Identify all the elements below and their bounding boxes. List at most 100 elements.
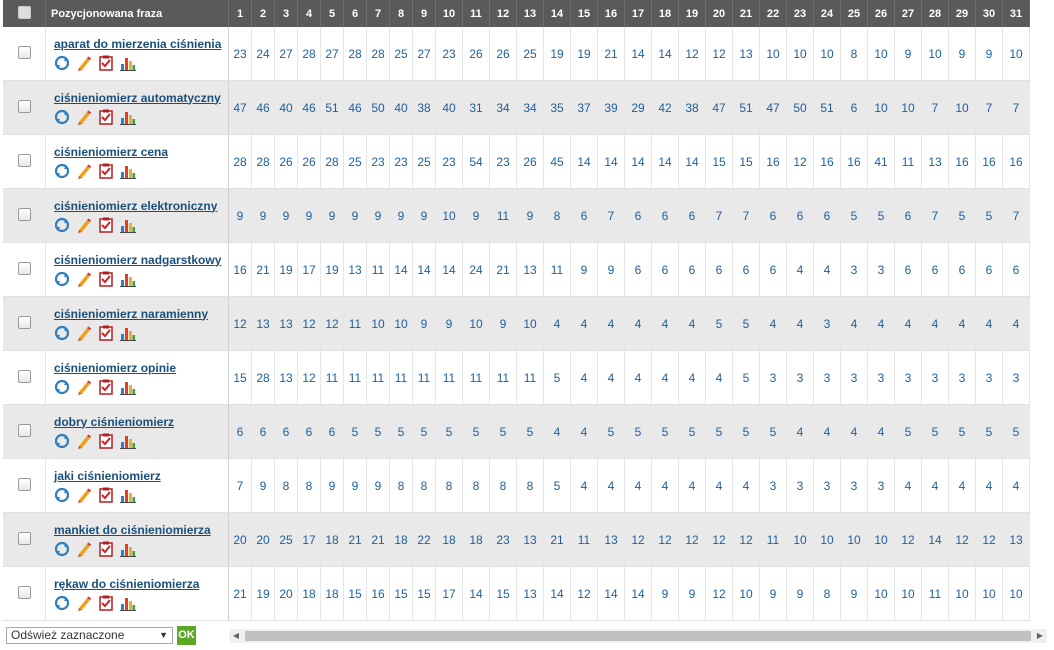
phrase-link[interactable]: ciśnieniomierz automatyczny xyxy=(54,90,221,105)
checklist-icon[interactable] xyxy=(98,163,114,179)
refresh-icon[interactable] xyxy=(54,325,70,341)
position-cell: 5 xyxy=(624,404,652,459)
chart-icon[interactable] xyxy=(120,487,136,503)
position-cell: 12 xyxy=(705,27,733,81)
phrase-link[interactable]: ciśnieniomierz naramienny xyxy=(54,306,209,321)
chart-icon[interactable] xyxy=(120,55,136,71)
row-checkbox[interactable] xyxy=(17,315,31,329)
refresh-icon[interactable] xyxy=(54,433,70,449)
position-cell: 9 xyxy=(412,296,436,351)
checklist-icon[interactable] xyxy=(98,109,114,125)
edit-icon[interactable] xyxy=(76,325,92,341)
checklist-icon[interactable] xyxy=(98,379,114,395)
refresh-icon[interactable] xyxy=(54,109,70,125)
edit-icon[interactable] xyxy=(76,379,92,395)
edit-icon[interactable] xyxy=(76,55,92,71)
position-cell: 14 xyxy=(597,134,625,189)
position-cell: 9 xyxy=(948,27,976,81)
position-cell: 8 xyxy=(813,566,841,621)
edit-icon[interactable] xyxy=(76,163,92,179)
phrase-link[interactable]: rękaw do ciśnieniomierza xyxy=(54,576,200,591)
row-checkbox[interactable] xyxy=(17,45,31,59)
checklist-icon[interactable] xyxy=(98,433,114,449)
row-checkbox[interactable] xyxy=(17,531,31,545)
edit-icon[interactable] xyxy=(76,541,92,557)
chart-icon[interactable] xyxy=(120,109,136,125)
chart-icon[interactable] xyxy=(120,379,136,395)
position-cell: 11 xyxy=(412,350,436,405)
select-all-checkbox[interactable] xyxy=(17,5,31,19)
checklist-icon[interactable] xyxy=(98,487,114,503)
refresh-icon[interactable] xyxy=(54,595,70,611)
refresh-icon[interactable] xyxy=(54,487,70,503)
ok-button[interactable]: OK xyxy=(177,626,196,645)
position-cell: 14 xyxy=(678,134,706,189)
checklist-icon[interactable] xyxy=(98,271,114,287)
checklist-icon[interactable] xyxy=(98,595,114,611)
bulk-action-select[interactable]: Odśwież zaznaczone ▼ xyxy=(6,627,173,644)
phrase-link[interactable]: ciśnieniomierz opinie xyxy=(54,360,177,375)
phrase-link[interactable]: ciśnieniomierz cena xyxy=(54,144,169,159)
position-cell: 4 xyxy=(786,242,814,297)
refresh-icon[interactable] xyxy=(54,217,70,233)
refresh-icon[interactable] xyxy=(54,271,70,287)
row-checkbox[interactable] xyxy=(17,477,31,491)
position-cell: 4 xyxy=(624,458,652,513)
phrase-actions xyxy=(54,217,228,233)
row-checkbox[interactable] xyxy=(17,153,31,167)
refresh-icon[interactable] xyxy=(54,541,70,557)
edit-icon[interactable] xyxy=(76,487,92,503)
position-cell: 38 xyxy=(678,80,706,135)
position-cell: 6 xyxy=(274,404,298,459)
horizontal-scrollbar[interactable]: ◀ ▶ xyxy=(229,629,1047,643)
row-checkbox[interactable] xyxy=(17,99,31,113)
refresh-icon[interactable] xyxy=(54,379,70,395)
row-checkbox[interactable] xyxy=(17,261,31,275)
chart-icon[interactable] xyxy=(120,163,136,179)
scroll-left-icon[interactable]: ◀ xyxy=(232,631,240,640)
position-cell: 14 xyxy=(651,27,679,81)
position-cell: 26 xyxy=(462,27,490,81)
position-cell: 10 xyxy=(894,566,922,621)
header-day: 31 xyxy=(1002,0,1030,27)
phrase-link[interactable]: ciśnieniomierz nadgarstkowy xyxy=(54,252,222,267)
row-select-cell xyxy=(3,80,46,135)
chart-icon[interactable] xyxy=(120,541,136,557)
phrase-link[interactable]: dobry ciśnieniomierz xyxy=(54,414,175,429)
position-cell: 7 xyxy=(228,458,252,513)
position-cell: 9 xyxy=(570,242,598,297)
phrase-link[interactable]: aparat do mierzenia ciśnienia xyxy=(54,36,222,51)
phrase-link[interactable]: ciśnieniomierz elektroniczny xyxy=(54,198,218,213)
chart-icon[interactable] xyxy=(120,595,136,611)
refresh-icon[interactable] xyxy=(54,163,70,179)
position-cell: 4 xyxy=(786,296,814,351)
scrollbar-thumb[interactable] xyxy=(245,631,1031,641)
checklist-icon[interactable] xyxy=(98,541,114,557)
edit-icon[interactable] xyxy=(76,595,92,611)
position-cell: 19 xyxy=(320,242,344,297)
checklist-icon[interactable] xyxy=(98,217,114,233)
header-select-all[interactable] xyxy=(3,0,46,27)
phrase-link[interactable]: mankiet do ciśnieniomierza xyxy=(54,522,211,537)
scroll-right-icon[interactable]: ▶ xyxy=(1036,631,1044,640)
chart-icon[interactable] xyxy=(120,217,136,233)
row-checkbox[interactable] xyxy=(17,585,31,599)
chart-icon[interactable] xyxy=(120,325,136,341)
header-day: 21 xyxy=(732,0,760,27)
chart-icon[interactable] xyxy=(120,433,136,449)
edit-icon[interactable] xyxy=(76,109,92,125)
phrase-link[interactable]: jaki ciśnieniomierz xyxy=(54,468,161,483)
row-checkbox[interactable] xyxy=(17,207,31,221)
refresh-icon[interactable] xyxy=(54,55,70,71)
edit-icon[interactable] xyxy=(76,217,92,233)
position-cell: 11 xyxy=(489,350,517,405)
checklist-icon[interactable] xyxy=(98,325,114,341)
edit-icon[interactable] xyxy=(76,271,92,287)
row-checkbox[interactable] xyxy=(17,369,31,383)
chart-icon[interactable] xyxy=(120,271,136,287)
position-cell: 3 xyxy=(867,242,895,297)
edit-icon[interactable] xyxy=(76,433,92,449)
phrase-cell: ciśnieniomierz elektroniczny xyxy=(45,188,229,243)
checklist-icon[interactable] xyxy=(98,55,114,71)
row-checkbox[interactable] xyxy=(17,423,31,437)
